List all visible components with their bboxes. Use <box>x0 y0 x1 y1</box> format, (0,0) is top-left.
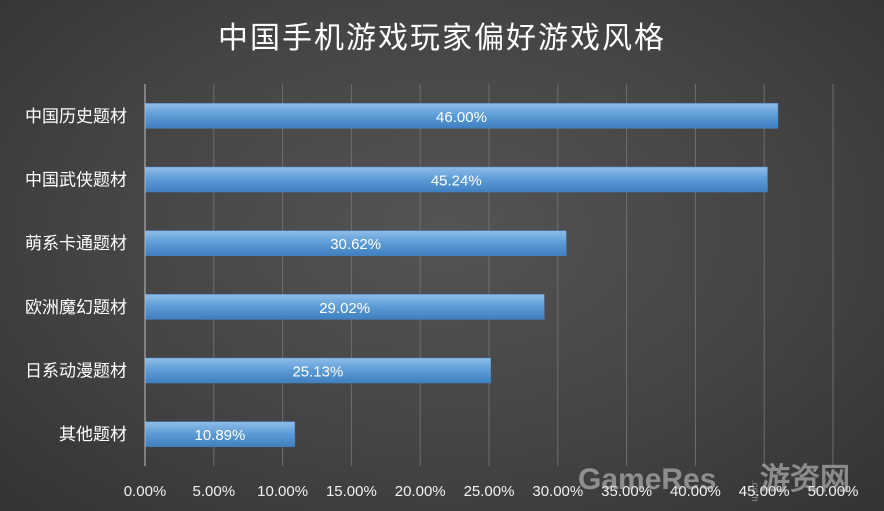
x-tick-label: 20.00% <box>395 483 446 500</box>
category-label: 中国历史题材 <box>25 107 127 127</box>
category-label: 萌系卡通题材 <box>25 234 127 254</box>
data-label: 46.00% <box>436 109 487 126</box>
data-label: 10.89% <box>194 427 245 444</box>
watermark-suffix: .com <box>749 480 760 502</box>
watermark: GameRes .com 游资网 <box>578 463 850 502</box>
x-tick-label: 0.00% <box>124 483 167 500</box>
data-label: 45.24% <box>431 173 482 190</box>
grid-lines <box>213 84 834 466</box>
x-tick-label: 35.00% <box>601 483 652 500</box>
watermark-text: GameRes <box>578 463 716 496</box>
x-tick-label: 45.00% <box>739 483 790 500</box>
bar <box>144 294 545 320</box>
x-tick-label: 50.00% <box>808 483 859 500</box>
x-tick-label: 25.00% <box>464 483 515 500</box>
x-tick-labels: 0.00% 5.00% 10.00% 15.00% 20.00% 25.00% 30.00%… <box>124 483 859 500</box>
x-tick-label: 10.00% <box>257 483 308 500</box>
data-label: 30.62% <box>330 236 381 253</box>
data-label: 29.02% <box>319 300 370 317</box>
category-label: 其他题材 <box>59 425 127 445</box>
watermark-cn-text: 游资网 <box>760 463 850 496</box>
data-label: 25.13% <box>292 364 343 381</box>
bar <box>144 421 296 447</box>
x-tick-label: 30.00% <box>532 483 583 500</box>
x-tick-label: 5.00% <box>193 483 236 500</box>
bar <box>144 103 779 129</box>
chart-title: 中国手机游戏玩家偏好游戏风格 <box>218 21 666 56</box>
x-tick-label: 15.00% <box>326 483 377 500</box>
x-tick-label: 40.00% <box>670 483 721 500</box>
data-labels: 46.00% 45.24% 30.62% 29.02% 25.13% 10.89% <box>194 109 486 444</box>
category-label: 日系动漫题材 <box>25 362 127 382</box>
bars <box>144 103 779 447</box>
category-label: 欧洲魔幻题材 <box>25 298 127 318</box>
category-label: 中国武侠题材 <box>25 171 127 191</box>
